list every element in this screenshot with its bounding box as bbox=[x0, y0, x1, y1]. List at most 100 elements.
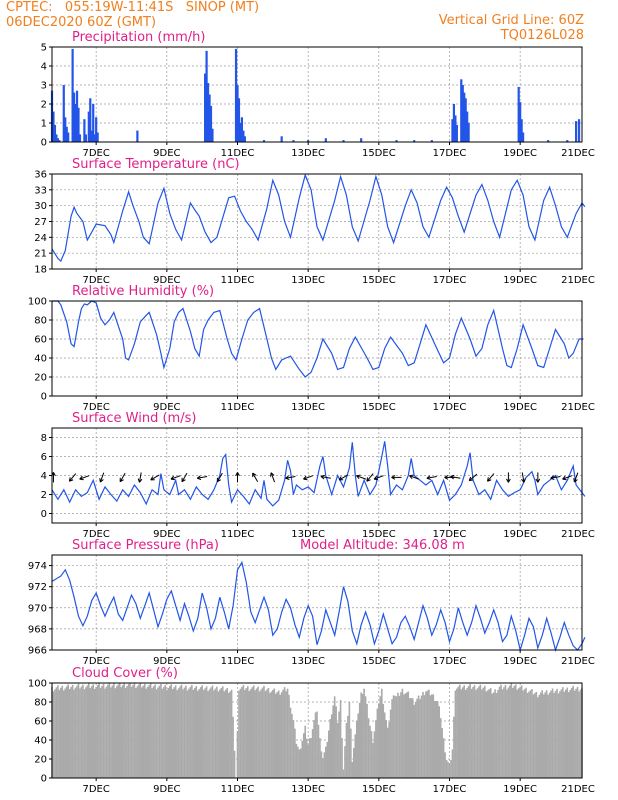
cloud-bar bbox=[269, 693, 271, 778]
precip-ytick-label: 2 bbox=[41, 100, 47, 111]
temp-title: Surface Temperature (nC) bbox=[72, 157, 240, 172]
cloud-bar bbox=[136, 686, 139, 778]
cloud-bar bbox=[408, 698, 411, 778]
cloud-bar bbox=[538, 694, 541, 778]
wind-arrow-head bbox=[270, 472, 275, 476]
cloud-bar bbox=[320, 751, 323, 778]
cloud-bar bbox=[534, 693, 536, 778]
wind-arrow-head bbox=[69, 479, 74, 482]
cloud-bar bbox=[372, 742, 374, 778]
cloud-bar bbox=[292, 720, 295, 778]
precip-bar bbox=[53, 124, 57, 142]
cloud-bar bbox=[553, 693, 555, 778]
cloud-bar bbox=[358, 702, 361, 778]
wind-arrow bbox=[426, 475, 437, 481]
wind-arrow-head bbox=[196, 475, 201, 479]
wind-arrow-head bbox=[137, 478, 140, 483]
cloud-bar bbox=[428, 689, 430, 778]
cloud-bar bbox=[282, 689, 284, 778]
cloud-bar bbox=[198, 688, 201, 778]
cloud-bar bbox=[429, 695, 432, 778]
precip-bar bbox=[75, 90, 79, 142]
cloud-bar bbox=[404, 693, 407, 778]
cloud-bar bbox=[514, 684, 517, 778]
wind-arrow bbox=[320, 474, 331, 480]
precip-bar bbox=[575, 121, 578, 142]
wind-arrow bbox=[150, 474, 160, 481]
cloud-bar bbox=[195, 686, 198, 778]
wind-arrow-shaft bbox=[216, 472, 223, 482]
cloud-bar bbox=[457, 686, 460, 778]
cloud-bar bbox=[325, 746, 327, 778]
precip-frame bbox=[51, 46, 583, 143]
pres-xtick-label: 17DEC bbox=[433, 656, 467, 667]
wind-arrow bbox=[366, 473, 374, 482]
wind-arrow-head bbox=[550, 475, 555, 479]
cloud-bar bbox=[257, 686, 259, 778]
cloud-bar bbox=[566, 687, 569, 778]
precip-xtick-label: 7DEC bbox=[82, 148, 109, 159]
cloud-bar bbox=[565, 689, 567, 778]
cloud-bar bbox=[506, 689, 508, 778]
precip-bar bbox=[395, 140, 398, 142]
cloud-ytick-label: 40 bbox=[34, 736, 47, 747]
pres-ytick-label: 966 bbox=[28, 646, 47, 657]
precip-bar bbox=[461, 85, 464, 142]
cloud-ytick-label: 0 bbox=[41, 774, 47, 785]
pres-xtick-label: 13DEC bbox=[291, 656, 325, 667]
rh-xtick-label: 21DEC bbox=[561, 402, 595, 413]
cloud-bar bbox=[395, 696, 398, 778]
wind-xtick-label: 19DEC bbox=[503, 529, 537, 540]
cloud-bar bbox=[286, 688, 289, 778]
wind-arrow-shaft bbox=[79, 475, 90, 480]
cloud-bar bbox=[139, 683, 142, 778]
cloud-bar bbox=[64, 688, 67, 778]
cloud-bar bbox=[541, 690, 544, 778]
cloud-bar bbox=[567, 692, 570, 778]
wind-arrow-shaft bbox=[320, 476, 331, 479]
wind-arrow-head bbox=[170, 475, 174, 480]
cloud-bar bbox=[422, 692, 424, 778]
cloud-bar bbox=[71, 684, 74, 778]
cloud-bar bbox=[107, 684, 109, 778]
cloud-bar bbox=[294, 728, 296, 778]
cloud-bar bbox=[522, 690, 524, 778]
cloud-ytick-label: 60 bbox=[34, 717, 47, 728]
cloud-bar bbox=[149, 683, 152, 778]
cloud-bar bbox=[435, 701, 438, 778]
rh-xtick-label: 9DEC bbox=[153, 402, 180, 413]
cloud-bar bbox=[126, 685, 128, 778]
cloud-bar bbox=[129, 683, 131, 778]
cloud-bar bbox=[204, 688, 206, 778]
wind-arrow-head bbox=[535, 478, 539, 483]
precip-bar bbox=[520, 119, 523, 142]
precip-title: Precipitation (mm/h) bbox=[72, 30, 205, 45]
cloud-bar bbox=[335, 706, 337, 778]
pres-xtick-label: 15DEC bbox=[362, 656, 396, 667]
cloud-bar bbox=[98, 683, 100, 778]
wind-arrow bbox=[487, 473, 495, 482]
wind-arrow-head bbox=[237, 472, 240, 477]
wind-arrow-shaft bbox=[119, 472, 126, 482]
cloud-bar bbox=[431, 694, 433, 778]
wind-arrow-head bbox=[139, 478, 143, 483]
pres-panel: 966 968 970 972 974 7DEC 9DEC 11DEC 13DEC 15DEC 17… bbox=[28, 538, 595, 667]
temp-xtick-label: 19DEC bbox=[503, 275, 537, 286]
wind-arrow bbox=[450, 474, 461, 480]
cloud-bar bbox=[441, 728, 443, 778]
precip-bar bbox=[56, 138, 59, 142]
wind-arrow-head bbox=[79, 475, 83, 480]
cloud-bar bbox=[152, 686, 155, 778]
cloud-ytick-label: 100 bbox=[28, 679, 47, 690]
precip-bar bbox=[452, 104, 456, 142]
wind-arrow-head bbox=[170, 478, 175, 481]
cloud-bar bbox=[459, 684, 461, 778]
rh-title: Relative Humidity (%) bbox=[72, 284, 214, 299]
cloud-bar bbox=[201, 685, 203, 778]
wind-arrow-head bbox=[53, 472, 56, 477]
wind-arrow-head bbox=[450, 474, 455, 478]
temp-ytick-label: 30 bbox=[34, 201, 47, 212]
cloud-bar bbox=[417, 695, 420, 778]
cloud-bar bbox=[173, 687, 175, 778]
